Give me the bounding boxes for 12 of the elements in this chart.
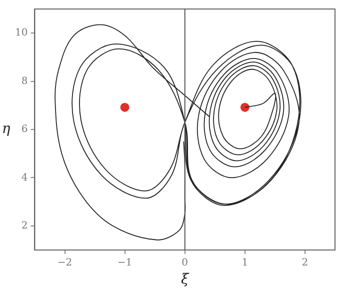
x-axis-title: ξ — [181, 272, 190, 288]
y-tick-label: 8 — [21, 76, 28, 87]
x-tick-label: −1 — [117, 258, 132, 269]
x-tick-label: 2 — [302, 258, 308, 269]
y-tick-label: 4 — [21, 172, 28, 184]
x-tick-label: −2 — [57, 258, 72, 269]
x-tick-label: 1 — [242, 258, 248, 269]
y-axis-title: η — [2, 121, 11, 138]
y-tick-label: 10 — [14, 28, 28, 39]
x-tick-label: 0 — [182, 258, 188, 269]
y-tick-label: 6 — [21, 124, 28, 136]
y-tick-label: 2 — [21, 220, 28, 232]
